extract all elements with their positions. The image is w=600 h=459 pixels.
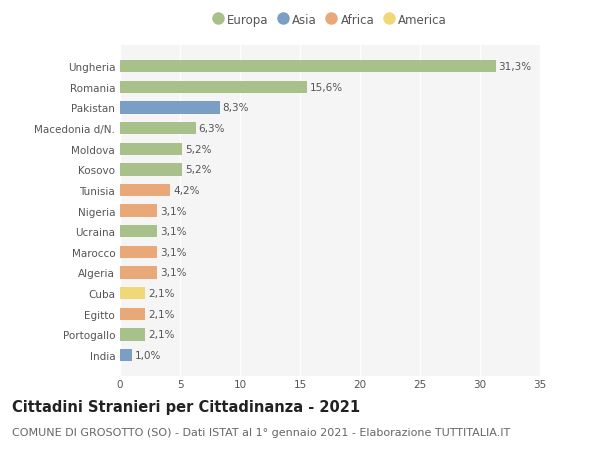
Bar (120, 143, 182, 156)
Bar (120, 123, 196, 135)
Text: 6,3%: 6,3% (199, 124, 225, 134)
Legend: Europa, Asia, Africa, America: Europa, Asia, Africa, America (208, 9, 452, 31)
Text: 5,2%: 5,2% (185, 165, 212, 175)
Text: Cittadini Stranieri per Cittadinanza - 2021: Cittadini Stranieri per Cittadinanza - 2… (12, 399, 360, 414)
Text: 2,1%: 2,1% (148, 330, 175, 340)
Bar (120, 82, 307, 94)
Bar (120, 164, 182, 176)
Text: 3,1%: 3,1% (160, 206, 187, 216)
Text: 5,2%: 5,2% (185, 145, 212, 154)
Text: 1,0%: 1,0% (135, 350, 161, 360)
Bar (120, 205, 157, 217)
Bar (120, 329, 145, 341)
Bar (120, 349, 132, 361)
Bar (120, 185, 170, 197)
Text: 15,6%: 15,6% (310, 83, 343, 93)
Text: 31,3%: 31,3% (499, 62, 532, 72)
Text: 3,1%: 3,1% (160, 247, 187, 257)
Text: 2,1%: 2,1% (148, 288, 175, 298)
Bar (120, 267, 157, 279)
Text: 4,2%: 4,2% (173, 185, 200, 196)
Bar (120, 61, 496, 73)
Text: 8,3%: 8,3% (223, 103, 249, 113)
Bar (120, 287, 145, 300)
Bar (120, 102, 220, 114)
Text: 3,1%: 3,1% (160, 268, 187, 278)
Text: 3,1%: 3,1% (160, 227, 187, 237)
Bar (120, 225, 157, 238)
Text: COMUNE DI GROSOTTO (SO) - Dati ISTAT al 1° gennaio 2021 - Elaborazione TUTTITALI: COMUNE DI GROSOTTO (SO) - Dati ISTAT al … (12, 427, 510, 437)
Text: 2,1%: 2,1% (148, 309, 175, 319)
Bar (120, 308, 145, 320)
Bar (120, 246, 157, 258)
